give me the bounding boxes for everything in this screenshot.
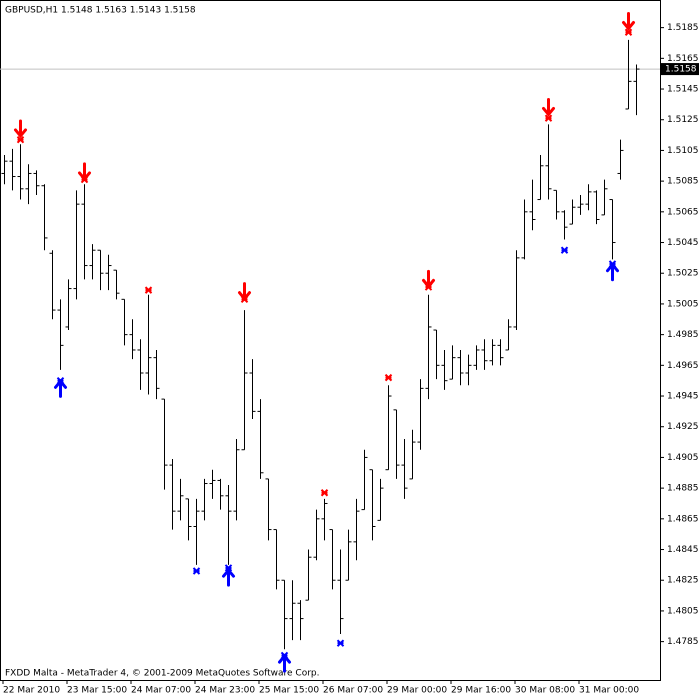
y-tick-label: 1.5005 xyxy=(667,299,699,309)
x-tick-label: 22 Mar 2010 xyxy=(3,686,60,696)
plot-frame xyxy=(0,0,661,681)
y-tick-label: 1.4945 xyxy=(667,392,699,402)
signal-mark xyxy=(192,567,201,575)
y-tick-label: 1.4825 xyxy=(667,576,699,586)
x-tick-label: 31 Mar 00:00 xyxy=(579,686,639,696)
signal-arrow xyxy=(542,97,555,117)
signal-mark xyxy=(384,373,393,382)
y-tick-label: 1.4845 xyxy=(667,545,699,555)
signal-mark xyxy=(320,489,329,497)
signal-mark xyxy=(336,639,345,647)
x-tick-label: 26 Mar 07:00 xyxy=(323,686,383,696)
y-tick-label: 1.4925 xyxy=(667,422,699,432)
signal-arrow xyxy=(222,567,235,587)
y-tick-label: 1.5065 xyxy=(667,207,699,217)
y-tick-label: 1.5025 xyxy=(667,269,699,279)
footer: FXDD Malta - MetaTrader 4, © 2001-2009 M… xyxy=(5,669,320,679)
y-tick-label: 1.4905 xyxy=(667,453,699,463)
signal-arrow xyxy=(238,282,251,301)
signal-arrow xyxy=(278,653,291,673)
current-price-box xyxy=(661,63,699,76)
x-tick-label: 29 Mar 00:00 xyxy=(387,686,447,696)
y-tick-label: 1.5145 xyxy=(667,85,699,95)
y-tick-label: 1.4885 xyxy=(667,484,699,494)
signal-arrow xyxy=(14,119,27,139)
signal-mark xyxy=(544,114,553,122)
y-tick-label: 1.4985 xyxy=(667,330,699,340)
x-tick-label: 25 Mar 15:00 xyxy=(259,686,319,696)
signal-mark xyxy=(16,135,25,144)
y-tick-label: 1.4865 xyxy=(667,514,699,524)
x-tick-label: 30 Mar 08:00 xyxy=(515,686,575,696)
y-tick-label: 1.5185 xyxy=(667,23,699,33)
y-tick-label: 1.4785 xyxy=(667,637,699,647)
signal-arrow xyxy=(606,262,619,282)
y-tick-label: 1.5085 xyxy=(667,177,699,187)
signal-mark xyxy=(624,28,633,36)
signal-arrow xyxy=(78,162,91,182)
y-tick-label: 1.5125 xyxy=(667,115,699,125)
current-price-label: 1.5158 xyxy=(665,65,697,75)
signal-arrow xyxy=(54,379,67,398)
x-tick-label: 24 Mar 07:00 xyxy=(131,686,191,696)
x-tick-label: 29 Mar 16:00 xyxy=(451,686,511,696)
x-tick-label: 23 Mar 15:00 xyxy=(67,686,127,696)
signal-arrow xyxy=(622,11,635,31)
signal-mark xyxy=(144,286,153,294)
signal-arrow xyxy=(422,269,435,289)
y-tick-label: 1.4965 xyxy=(667,361,699,371)
y-tick-label: 1.5165 xyxy=(667,54,699,64)
y-tick-label: 1.4805 xyxy=(667,606,699,616)
chart-title: GBPUSD,H1 1.5148 1.5163 1.5143 1.5158 xyxy=(5,6,196,16)
signal-mark xyxy=(560,246,569,254)
y-tick-label: 1.5045 xyxy=(667,238,699,248)
y-tick-label: 1.5105 xyxy=(667,146,699,156)
x-tick-label: 24 Mar 23:00 xyxy=(195,686,255,696)
